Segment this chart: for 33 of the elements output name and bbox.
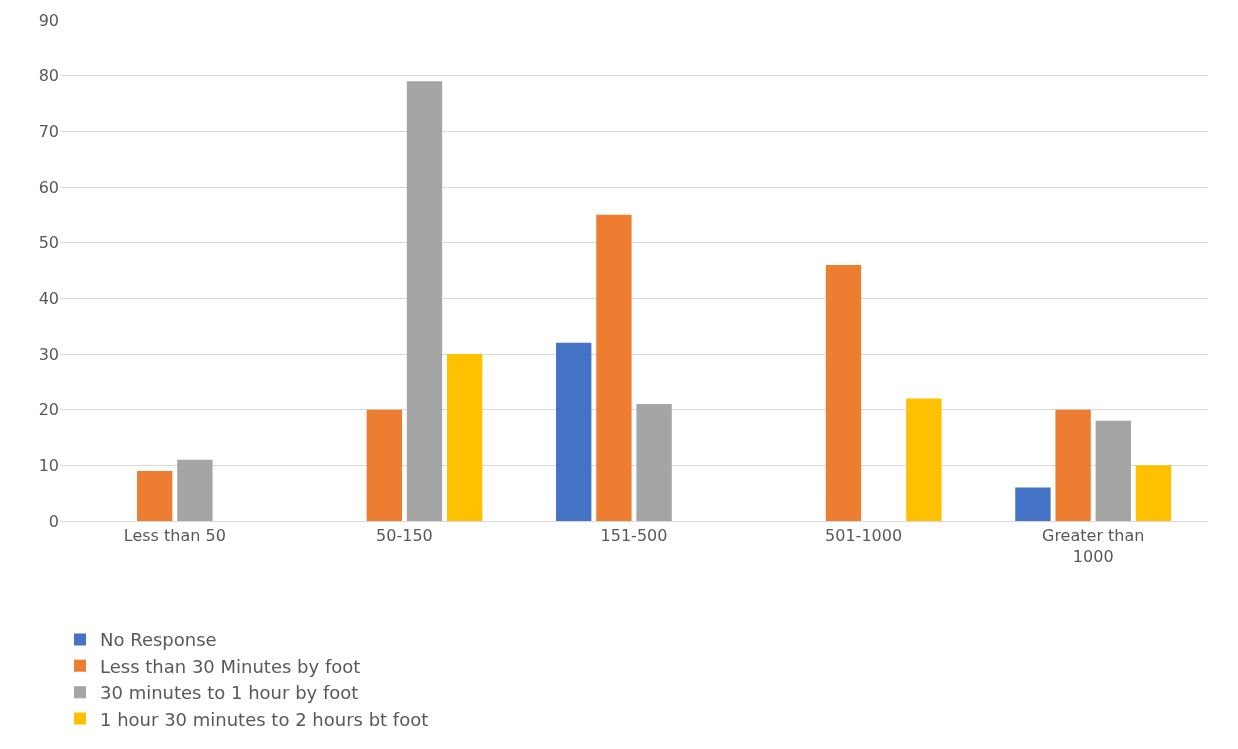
bar xyxy=(1015,487,1051,521)
y-tick-label: 10 xyxy=(38,455,59,475)
x-tick-label: Less than 50 xyxy=(123,526,226,546)
legend-label: Less than 30 Minutes by foot xyxy=(100,655,361,677)
y-tick-label: 40 xyxy=(38,288,59,308)
bar xyxy=(825,264,862,521)
x-tick-label: 501-1000 xyxy=(825,526,903,546)
bar xyxy=(596,214,632,521)
bar xyxy=(137,470,173,521)
y-tick-label: 20 xyxy=(38,400,59,420)
bar xyxy=(366,409,402,521)
bar xyxy=(636,404,672,521)
y-tick-label: 60 xyxy=(38,177,59,197)
y-tick-label: 30 xyxy=(38,344,59,364)
legend-label: No Response xyxy=(100,629,217,651)
x-tick-label: 151-500 xyxy=(600,526,668,546)
bar xyxy=(906,398,942,521)
y-tick-label: 70 xyxy=(38,121,59,141)
y-tick-label: 80 xyxy=(38,66,59,86)
bar xyxy=(446,354,483,521)
bar xyxy=(1135,465,1172,521)
bar xyxy=(1095,420,1131,521)
x-tick-label: 50-150 xyxy=(376,526,433,546)
bar xyxy=(1055,409,1091,521)
y-tick-label: 50 xyxy=(38,233,59,253)
y-tick-label: 0 xyxy=(48,511,59,531)
bar xyxy=(556,342,592,521)
y-tick-label: 90 xyxy=(38,10,59,30)
legend-label: 30 minutes to 1 hour by foot xyxy=(100,682,359,704)
x-tick-label: Greater than 1000 xyxy=(1041,526,1145,566)
legend-label: 1 hour 30 minutes to 2 hours bt foot xyxy=(100,708,429,730)
bar xyxy=(177,459,213,521)
bar xyxy=(406,81,443,521)
